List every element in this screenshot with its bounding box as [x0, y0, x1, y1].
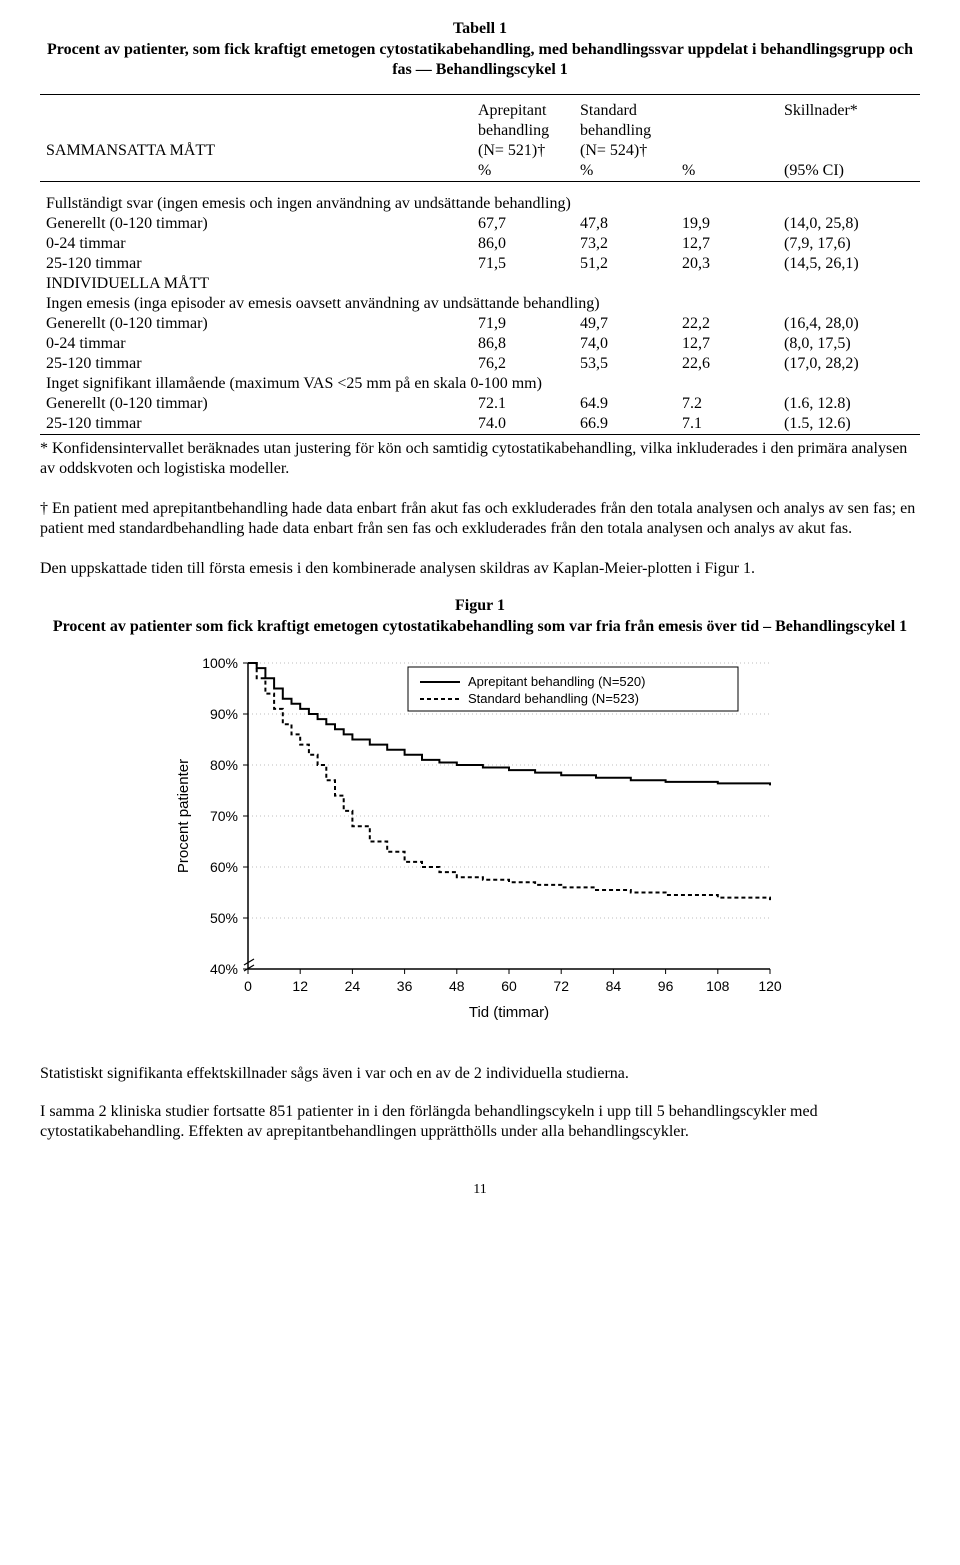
col2-h3: (N= 524)† — [574, 141, 676, 161]
table-subtitle: Procent av patienter, som fick kraftigt … — [40, 40, 920, 80]
svg-text:Tid (timmar): Tid (timmar) — [469, 1004, 549, 1021]
table-title: Tabell 1 — [40, 20, 920, 38]
section2-head: Ingen emesis (inga episoder av emesis oa… — [40, 294, 920, 314]
paragraph-3: I samma 2 kliniska studier fortsatte 851… — [40, 1102, 920, 1142]
svg-text:36: 36 — [397, 978, 413, 994]
svg-text:60%: 60% — [210, 859, 238, 875]
pct-1: % — [472, 161, 574, 182]
col2-h1: Standard — [574, 101, 676, 121]
section3-head: Inget signifikant illamående (maximum VA… — [40, 374, 920, 394]
svg-text:90%: 90% — [210, 706, 238, 722]
svg-text:48: 48 — [449, 978, 465, 994]
svg-text:70%: 70% — [210, 808, 238, 824]
svg-text:50%: 50% — [210, 910, 238, 926]
ci-head: (95% CI) — [778, 161, 920, 182]
svg-text:72: 72 — [553, 978, 569, 994]
pct-3: % — [676, 161, 778, 182]
svg-text:60: 60 — [501, 978, 517, 994]
page-container: Tabell 1 Procent av patienter, som fick … — [0, 0, 960, 1218]
km-chart: 40% 50% 60% 70% 80% 90% 100% 0 12 24 36 48 60 72 84 96 1… — [170, 649, 790, 1034]
row-label-head: SAMMANSATTA MÅTT — [40, 141, 472, 161]
svg-text:96: 96 — [658, 978, 674, 994]
svg-text:120: 120 — [758, 978, 782, 994]
footnote-dagger: † En patient med aprepitantbehandling ha… — [40, 499, 920, 539]
col1-h1: Aprepitant — [472, 101, 574, 121]
col1-h3: (N= 521)† — [472, 141, 574, 161]
svg-text:12: 12 — [292, 978, 308, 994]
col1-h2: behandling — [472, 121, 574, 141]
table-row: 25-120 timmar 74.0 66.9 7.1 (1.5, 12.6) — [40, 414, 920, 435]
footnote-star: * Konfidensintervallet beräknades utan j… — [40, 439, 920, 479]
paragraph-1: Den uppskattade tiden till första emesis… — [40, 559, 920, 579]
section1-head: Fullständigt svar (ingen emesis och inge… — [40, 194, 920, 214]
table-row: 25-120 timmar 71,5 51,2 20,3 (14,5, 26,1… — [40, 254, 920, 274]
table-row: 0-24 timmar 86,0 73,2 12,7 (7,9, 17,6) — [40, 234, 920, 254]
table-row: Generellt (0-120 timmar) 72.1 64.9 7.2 (… — [40, 394, 920, 414]
figure-title: Figur 1 — [40, 597, 920, 615]
table-row: Generellt (0-120 timmar) 67,7 47,8 19,9 … — [40, 214, 920, 234]
col2-h2: behandling — [574, 121, 676, 141]
paragraph-2: Statistiskt signifikanta effektskillnade… — [40, 1064, 920, 1084]
svg-text:80%: 80% — [210, 757, 238, 773]
pct-2: % — [574, 161, 676, 182]
svg-text:Aprepitant behandling (N=520): Aprepitant behandling (N=520) — [468, 674, 645, 689]
svg-text:Procent patienter: Procent patienter — [175, 759, 192, 873]
table-row: Generellt (0-120 timmar) 71,9 49,7 22,2 … — [40, 314, 920, 334]
col3-h1: Skillnader* — [778, 101, 920, 121]
svg-text:0: 0 — [244, 978, 252, 994]
results-table: Aprepitant Standard Skillnader* behandli… — [40, 94, 920, 435]
svg-text:24: 24 — [345, 978, 361, 994]
individual-head: INDIVIDUELLA MÅTT — [40, 274, 920, 294]
page-number: 11 — [40, 1182, 920, 1198]
svg-text:84: 84 — [606, 978, 622, 994]
table-row: 0-24 timmar 86,8 74,0 12,7 (8,0, 17,5) — [40, 334, 920, 354]
svg-text:40%: 40% — [210, 961, 238, 977]
svg-text:Standard behandling (N=523): Standard behandling (N=523) — [468, 691, 639, 706]
svg-text:100%: 100% — [202, 655, 238, 671]
svg-text:108: 108 — [706, 978, 730, 994]
table-row: 25-120 timmar 76,2 53,5 22,6 (17,0, 28,2… — [40, 354, 920, 374]
figure-subtitle: Procent av patienter som fick kraftigt e… — [40, 617, 920, 637]
